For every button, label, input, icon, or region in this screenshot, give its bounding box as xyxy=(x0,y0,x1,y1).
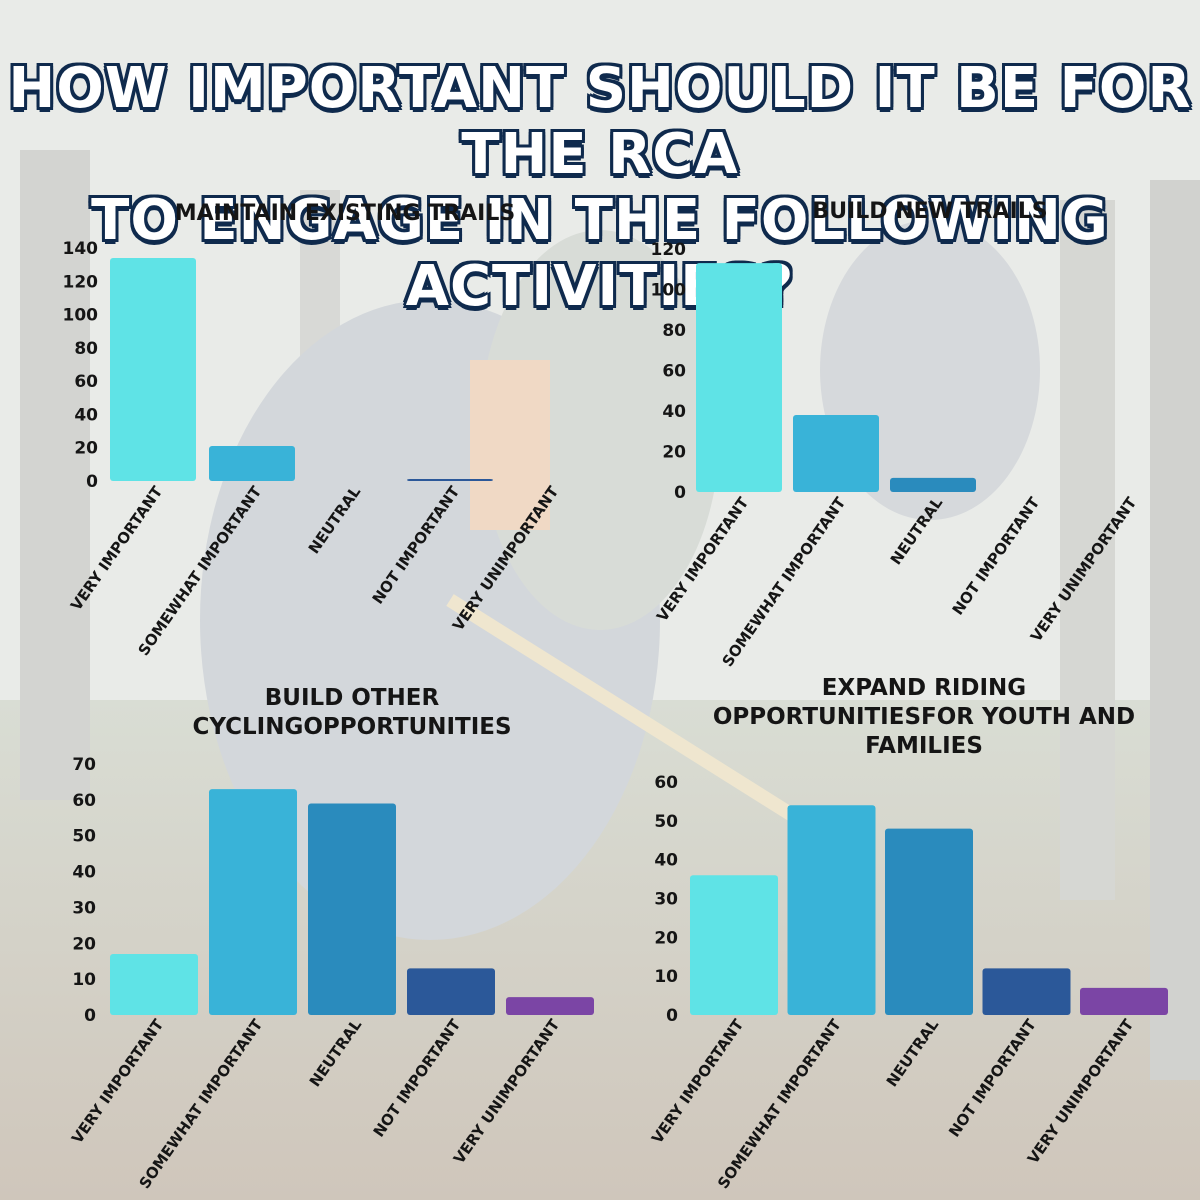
chart-title-line: OPPORTUNITIESFOR YOUTH AND xyxy=(713,704,1135,730)
y-tick-label: 20 xyxy=(72,934,96,954)
y-tick-label: 50 xyxy=(654,812,678,832)
category-label: NOT IMPORTANT xyxy=(949,493,1044,618)
chart-build-other-cycling-opportunities: BUILD OTHER CYCLINGOPPORTUNITIES 0 10 20 30 40… xyxy=(68,685,594,1192)
y-tick-label: 70 xyxy=(72,755,96,775)
category-label: VERY IMPORTANT xyxy=(68,1015,168,1147)
bar-somewhat-important xyxy=(793,415,879,492)
category-label: VERY UNIMPORTANT xyxy=(450,1015,564,1167)
y-tick-label: 20 xyxy=(662,443,686,463)
bar-very-important xyxy=(690,875,778,1015)
bar-somewhat-important xyxy=(787,805,876,1015)
y-tick-label: 40 xyxy=(72,863,96,883)
category-label: NOT IMPORTANT xyxy=(369,482,464,607)
bar-somewhat-important xyxy=(209,446,295,481)
y-tick-label: 30 xyxy=(654,890,678,910)
y-tick-label: 10 xyxy=(654,967,678,987)
y-tick-label: 50 xyxy=(72,827,96,847)
bar-very-unimportant xyxy=(506,997,594,1015)
y-tick-label: 0 xyxy=(674,483,686,503)
y-tick-label: 60 xyxy=(74,372,98,392)
y-tick-label: 20 xyxy=(74,439,98,459)
bar-very-important xyxy=(110,257,196,481)
category-label: VERY IMPORTANT xyxy=(648,1015,748,1147)
chart-title-line: BUILD OTHER xyxy=(265,685,440,711)
y-tick-label: 140 xyxy=(63,239,99,259)
y-tick-label: 60 xyxy=(654,773,678,793)
category-label: NEUTRAL xyxy=(883,1016,943,1091)
chart-title-line: CYCLINGOPPORTUNITIES xyxy=(192,714,511,740)
y-tick-label: 80 xyxy=(74,339,98,359)
bar-very-unimportant xyxy=(1080,987,1168,1015)
y-tick-label: 40 xyxy=(662,402,686,422)
chart-title-line: FAMILIES xyxy=(865,733,983,759)
bar-neutral xyxy=(885,828,973,1015)
bar-neutral xyxy=(890,477,976,492)
category-label: NOT IMPORTANT xyxy=(370,1015,465,1140)
y-tick-label: 120 xyxy=(63,272,99,292)
chart-title-line: EXPAND RIDING xyxy=(822,675,1026,701)
y-tick-label: 40 xyxy=(74,405,98,425)
y-tick-label: 120 xyxy=(651,240,687,260)
category-label: NEUTRAL xyxy=(306,1016,366,1091)
y-tick-label: 80 xyxy=(662,321,686,341)
category-label: VERY IMPORTANT xyxy=(67,482,167,614)
bar-not-important xyxy=(407,479,493,481)
bar-not-important xyxy=(407,968,495,1015)
category-label: VERY UNIMPORTANT xyxy=(1024,1015,1138,1167)
category-label: VERY IMPORTANT xyxy=(653,493,753,625)
y-tick-label: 0 xyxy=(84,1006,96,1026)
y-tick-label: 10 xyxy=(72,970,96,990)
y-tick-label: 0 xyxy=(666,1006,678,1026)
bar-very-important xyxy=(696,263,782,492)
chart-expand-riding-opportunities: EXPAND RIDING OPPORTUNITIESFOR YOUTH AND F… xyxy=(648,675,1168,1192)
y-tick-label: 100 xyxy=(651,281,687,301)
y-tick-label: 30 xyxy=(72,898,96,918)
chart-title-line: MAINTAIN EXISTING TRAILS xyxy=(175,201,515,226)
chart-build-new-trails: BUILD NEW TRAILS 0 20 40 60 80 100 120 VERY IMPO… xyxy=(651,199,1141,670)
chart-maintain-existing-trails: MAINTAIN EXISTING TRAILS 0 20 40 60 80 100 120 1… xyxy=(63,201,563,659)
bar-not-important xyxy=(982,968,1071,1015)
chart-title-line: BUILD NEW TRAILS xyxy=(812,199,1047,224)
category-label: VERY UNIMPORTANT xyxy=(449,482,563,634)
y-tick-label: 100 xyxy=(63,306,99,326)
y-tick-label: 60 xyxy=(72,791,96,811)
category-label: NOT IMPORTANT xyxy=(945,1015,1040,1140)
y-tick-label: 40 xyxy=(654,851,678,871)
category-label: NEUTRAL xyxy=(305,483,365,558)
y-tick-label: 20 xyxy=(654,928,678,948)
bar-neutral xyxy=(308,803,396,1015)
y-tick-label: 60 xyxy=(662,362,686,382)
category-label: VERY UNIMPORTANT xyxy=(1027,493,1141,645)
bar-somewhat-important xyxy=(209,789,297,1015)
y-tick-label: 0 xyxy=(86,472,98,492)
main-title-line-1: HOW IMPORTANT SHOULD IT BE FOR THE RCA xyxy=(8,55,1192,187)
bar-very-important xyxy=(110,954,198,1015)
category-label: NEUTRAL xyxy=(887,494,947,569)
